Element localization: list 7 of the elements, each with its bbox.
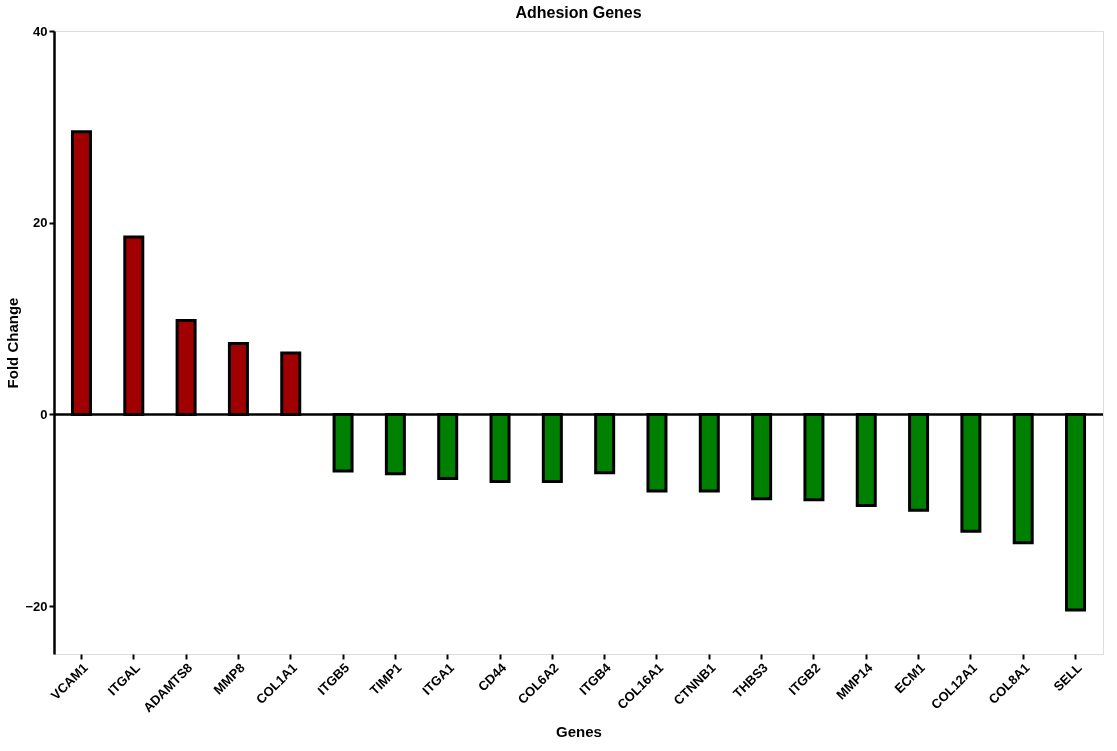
y-axis-title: Fold Change xyxy=(4,297,22,389)
y-tick-label: 0 xyxy=(40,406,48,422)
x-axis-title: Genes xyxy=(556,723,602,741)
y-tick-label: 20 xyxy=(33,215,48,231)
y-tick-label: 40 xyxy=(33,23,48,39)
y-tick-label: −20 xyxy=(25,598,48,614)
chart-title: Adhesion Genes xyxy=(515,4,642,21)
